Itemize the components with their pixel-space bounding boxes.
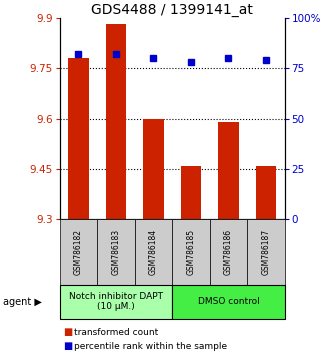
Text: GSM786186: GSM786186 xyxy=(224,229,233,275)
Text: transformed count: transformed count xyxy=(74,327,159,337)
Bar xyxy=(256,166,276,219)
FancyBboxPatch shape xyxy=(247,219,285,285)
Bar xyxy=(181,166,201,219)
Text: GSM786184: GSM786184 xyxy=(149,229,158,275)
Bar xyxy=(68,58,89,219)
Text: ■: ■ xyxy=(63,341,72,351)
Title: GDS4488 / 1399141_at: GDS4488 / 1399141_at xyxy=(91,3,253,17)
Text: agent ▶: agent ▶ xyxy=(3,297,42,307)
Text: percentile rank within the sample: percentile rank within the sample xyxy=(74,342,228,351)
Bar xyxy=(143,119,164,219)
Bar xyxy=(218,122,239,219)
Text: GSM786182: GSM786182 xyxy=(74,229,83,275)
FancyBboxPatch shape xyxy=(60,285,172,319)
FancyBboxPatch shape xyxy=(60,219,97,285)
Text: GSM786183: GSM786183 xyxy=(111,229,120,275)
Text: ■: ■ xyxy=(63,327,72,337)
Text: Notch inhibitor DAPT
(10 μM.): Notch inhibitor DAPT (10 μM.) xyxy=(69,292,163,312)
FancyBboxPatch shape xyxy=(135,219,172,285)
FancyBboxPatch shape xyxy=(172,285,285,319)
Text: GSM786185: GSM786185 xyxy=(186,229,195,275)
Bar xyxy=(106,24,126,219)
Text: GSM786187: GSM786187 xyxy=(261,229,270,275)
FancyBboxPatch shape xyxy=(210,219,247,285)
FancyBboxPatch shape xyxy=(172,219,210,285)
Text: DMSO control: DMSO control xyxy=(198,297,259,306)
FancyBboxPatch shape xyxy=(97,219,135,285)
